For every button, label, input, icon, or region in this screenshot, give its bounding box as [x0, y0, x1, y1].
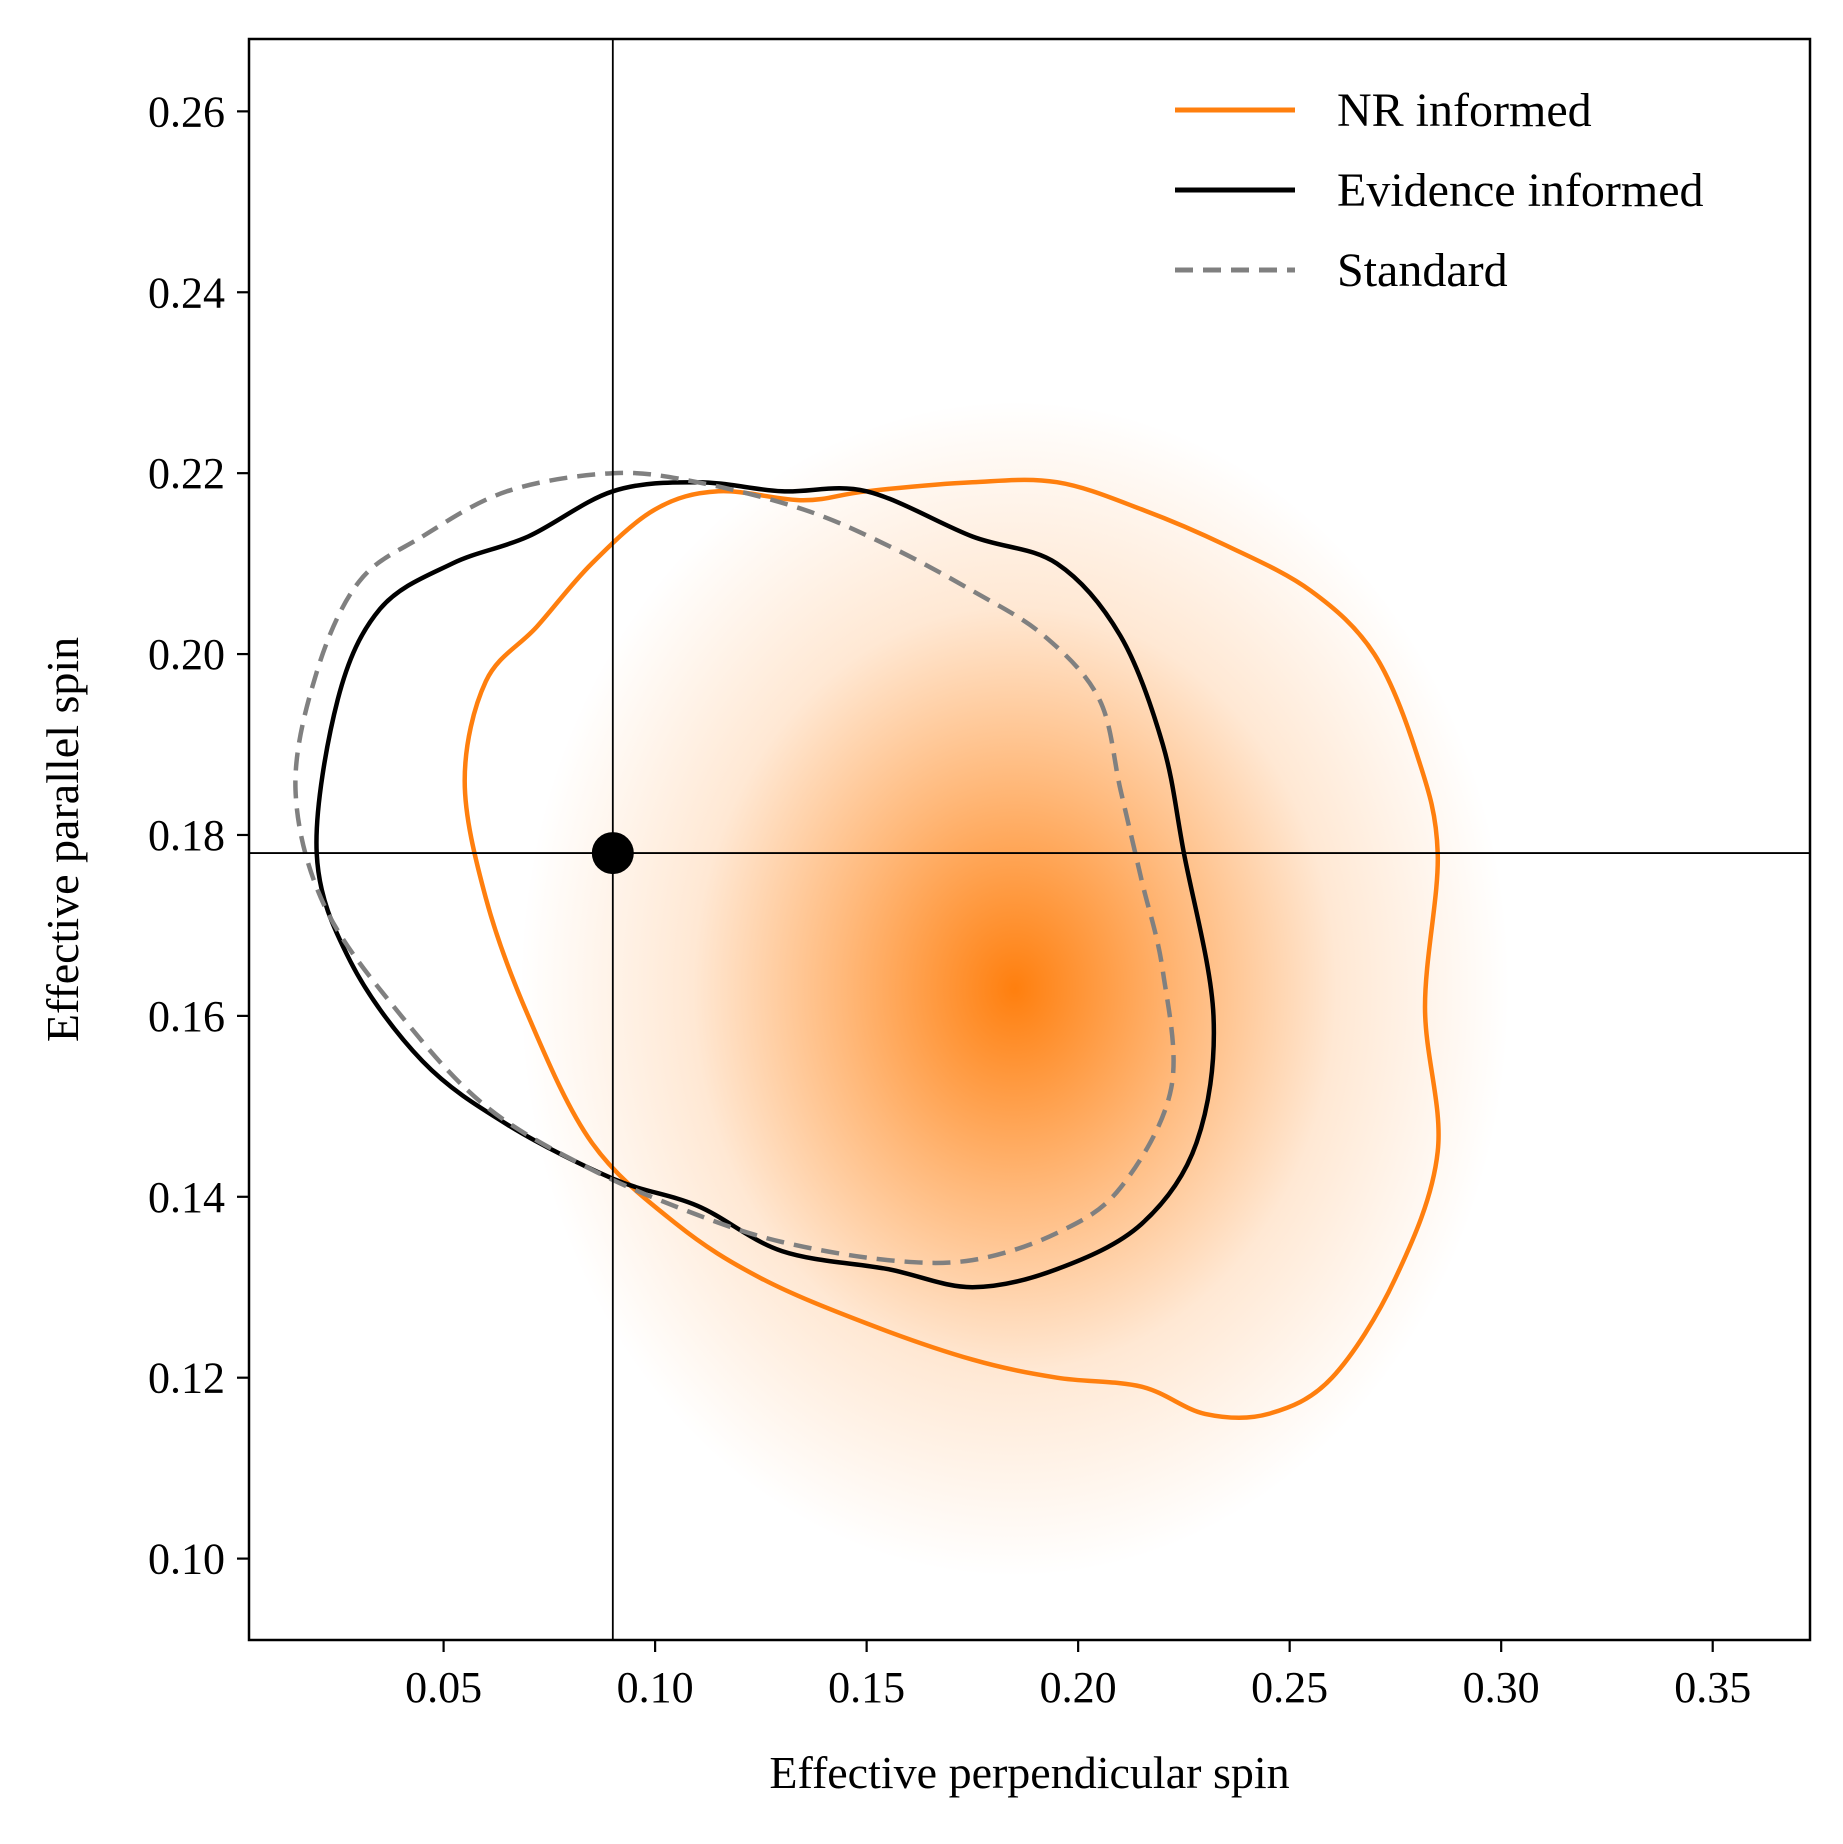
- y-tick-label: 0.14: [148, 1173, 225, 1222]
- legend: NR informed Evidence informed Standard: [1175, 84, 1704, 297]
- density-shading: [519, 400, 1510, 1577]
- x-tick-label: 0.35: [1674, 1663, 1751, 1712]
- contour-evidence-informed: [314, 479, 1217, 1290]
- x-tick-label: 0.25: [1251, 1663, 1328, 1712]
- y-tick-label: 0.12: [148, 1354, 225, 1403]
- plot-area: [249, 39, 1810, 1640]
- y-axis-label: Effective parallel spin: [37, 637, 88, 1042]
- y-tick-label: 0.26: [148, 87, 225, 136]
- y-tick-label: 0.24: [148, 268, 225, 317]
- injection-marker: [591, 832, 634, 875]
- contour-standard: [293, 470, 1176, 1266]
- x-axis-label: Effective perpendicular spin: [769, 1747, 1289, 1798]
- legend-label: NR informed: [1337, 84, 1592, 137]
- legend-label: Evidence informed: [1337, 164, 1704, 217]
- legend-label: Standard: [1337, 244, 1508, 297]
- x-tick-label: 0.10: [617, 1663, 694, 1712]
- y-tick-label: 0.22: [148, 449, 225, 498]
- y-tick-label: 0.16: [148, 992, 225, 1041]
- x-tick-label: 0.20: [1040, 1663, 1117, 1712]
- y-tick-label: 0.20: [148, 630, 225, 679]
- x-tick-label: 0.15: [828, 1663, 905, 1712]
- x-tick-label: 0.30: [1463, 1663, 1540, 1712]
- plot-frame: [247, 37, 1812, 1642]
- axes: 0.05 0.10 0.15 0.20 0.25 0.30 0.35 0.10 0.12 0.14…: [148, 37, 1812, 1712]
- x-tick-label: 0.05: [405, 1663, 482, 1712]
- y-tick-label: 0.10: [148, 1535, 225, 1584]
- contour-nr-informed: [462, 477, 1441, 1421]
- y-tick-label: 0.18: [148, 811, 225, 860]
